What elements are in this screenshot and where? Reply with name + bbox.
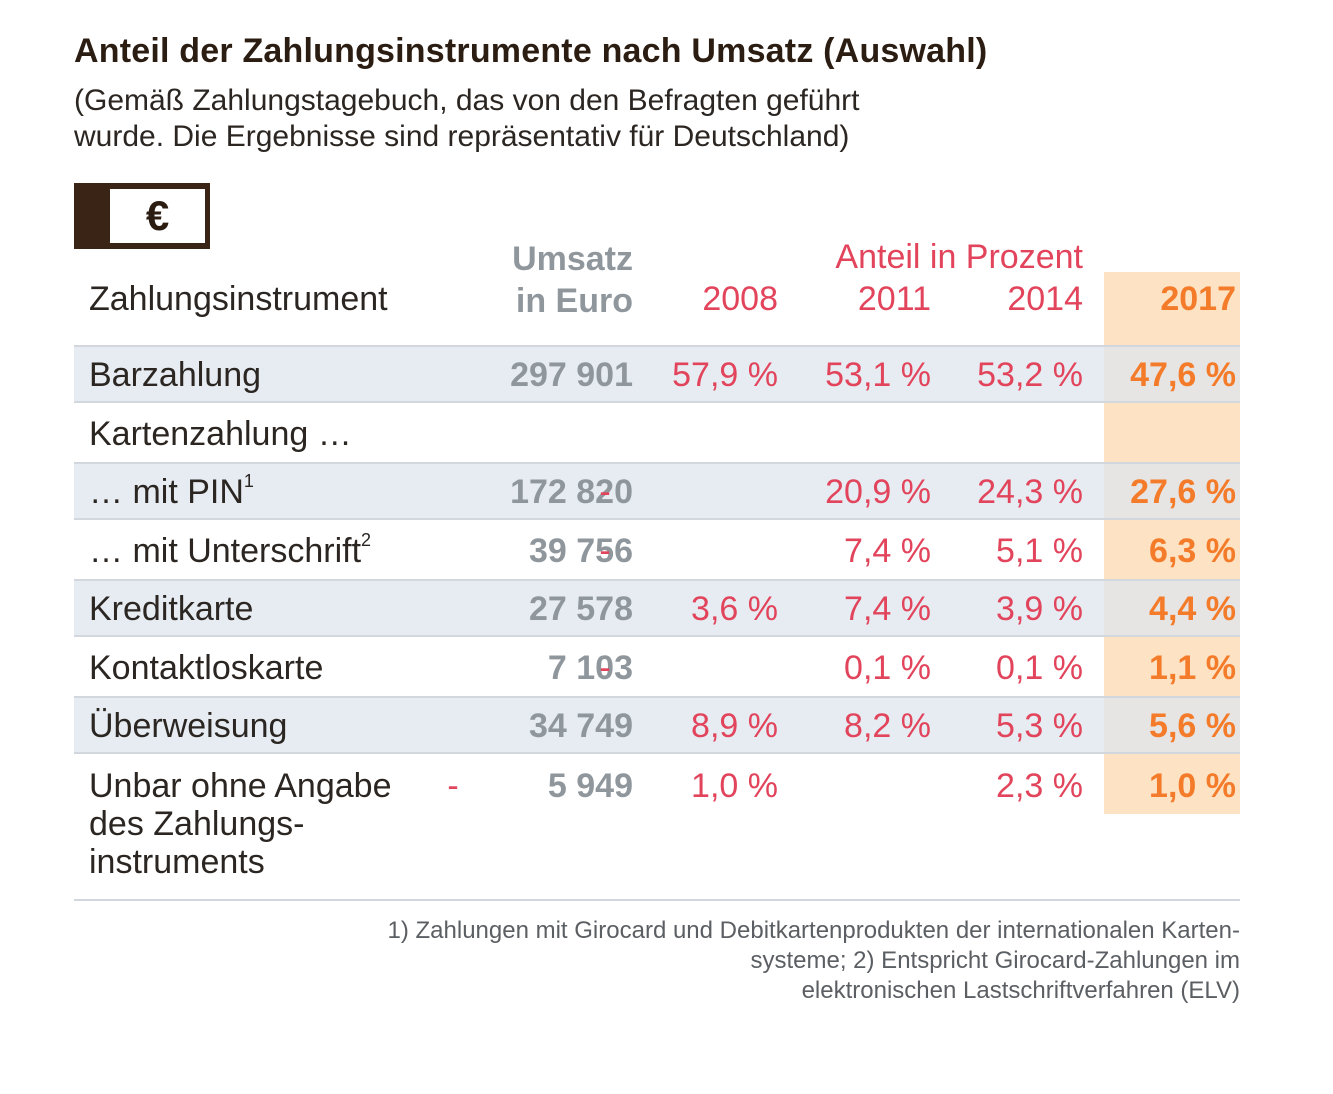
footnote-marker: 2: [361, 530, 372, 550]
cell-umsatz: 297 901: [510, 356, 633, 394]
table-bottom-rule: [74, 899, 1240, 901]
cell-share-2014: 5,1 %: [996, 532, 1083, 570]
cell-share-2011: 8,2 %: [844, 707, 931, 745]
row-label-kreditkarte: Kreditkarte: [89, 590, 254, 628]
cell-share-2008: 57,9 %: [672, 356, 778, 394]
footnote-marker: 1: [243, 471, 254, 491]
cell-umsatz: 34 749: [529, 707, 633, 745]
subtitle-line-2: wurde. Die Ergebnisse sind repräsentativ…: [74, 120, 850, 153]
cell-share-2017: 1,1 %: [1149, 649, 1236, 687]
header-share-group: Anteil in Prozent: [835, 238, 1083, 276]
banknote-face: €: [110, 189, 205, 243]
row-label-kontaktloskarte: Kontaktloskarte: [89, 649, 324, 687]
header-year-2014: 2014: [1007, 280, 1083, 318]
footnote-line-3: elektronischen Lastschriftverfahren (ELV…: [801, 977, 1240, 1004]
cell-umsatz: 7 103: [547, 649, 633, 687]
cell-share-2014: 0,1 %: [996, 649, 1083, 687]
chart-subtitle: (Gemäß Zahlungstagebuch, das von den Bef…: [74, 83, 1114, 155]
row-label-ueberweisung: Überweisung: [89, 707, 288, 745]
cell-share-2014: 5,3 %: [996, 707, 1083, 745]
header-umsatz: Umsatz in Euro: [512, 238, 633, 322]
chart-title: Anteil der Zahlungsinstrumente nach Umsa…: [74, 32, 988, 70]
cell-share-2011: 20,9 %: [825, 473, 931, 511]
euro-icon: €: [145, 192, 170, 239]
cell-share-2011: 0,1 %: [844, 649, 931, 687]
footnote: 1) Zahlungen mit Girocard und Debitkarte…: [60, 916, 1241, 1006]
row-band-pin: [74, 462, 1240, 520]
cell-share-2017: 4,4 %: [1149, 590, 1236, 628]
row-band-barzahlung: [74, 345, 1240, 403]
row-label-unterschrift: … mit Unterschrift2: [89, 531, 371, 571]
cell-share-2017: 1,0 %: [1149, 767, 1236, 805]
cell-share-2014: 3,9 %: [996, 590, 1083, 628]
cell-share-2011: 7,4 %: [844, 532, 931, 570]
row-label-text: … mit PIN: [89, 473, 244, 511]
row-band-kreditkarte: [74, 579, 1240, 637]
row-label-line-3: instruments: [89, 843, 265, 881]
cell-share-2011: 53,1 %: [825, 356, 931, 394]
cell-share-2011: 7,4 %: [844, 590, 931, 628]
cell-share-2014: 2,3 %: [996, 767, 1083, 805]
cell-share-2017: 47,6 %: [1130, 356, 1236, 394]
cell-share-2008: 1,0 %: [691, 767, 778, 805]
cell-share-2008: -: [599, 649, 611, 687]
cell-share-2014: 53,2 %: [977, 356, 1083, 394]
euro-banknote-icon: €: [74, 183, 210, 249]
cell-share-2008: -: [599, 532, 611, 570]
cell-share-2008: -: [599, 473, 611, 511]
row-label-unbar: Unbar ohne Angabe des Zahlungs- instrume…: [89, 766, 391, 882]
cell-share-2011: -: [447, 767, 459, 805]
row-label-barzahlung: Barzahlung: [89, 356, 262, 394]
subtitle-line-1: (Gemäß Zahlungstagebuch, das von den Bef…: [74, 84, 860, 117]
header-year-2008: 2008: [702, 280, 778, 318]
header-year-2017: 2017: [1160, 280, 1236, 318]
row-label-pin: … mit PIN1: [89, 472, 254, 512]
row-label-text: … mit Unterschrift: [89, 532, 362, 570]
row-label-line-2: des Zahlungs-: [89, 805, 305, 843]
cell-share-2017: 27,6 %: [1130, 473, 1236, 511]
header-instrument: Zahlungsinstrument: [89, 280, 388, 318]
cell-umsatz: 39 756: [529, 532, 633, 570]
row-label-kartenzahlung: Kartenzahlung …: [89, 415, 352, 453]
cell-share-2017: 5,6 %: [1149, 707, 1236, 745]
footnote-line-2: systeme; 2) Entspricht Girocard-Zahlunge…: [750, 947, 1240, 974]
row-label-line-1: Unbar ohne Angabe: [89, 767, 392, 805]
header-year-2011: 2011: [857, 280, 931, 318]
header-umsatz-line-2: in Euro: [515, 282, 633, 320]
cell-umsatz: 5 949: [547, 767, 633, 805]
cell-umsatz: 27 578: [529, 590, 633, 628]
row-band-ueberweisung: [74, 696, 1240, 754]
cell-share-2008: 3,6 %: [691, 590, 778, 628]
header-umsatz-line-1: Umsatz: [512, 240, 633, 278]
cell-share-2017: 6,3 %: [1149, 532, 1236, 570]
cell-umsatz: 172 820: [510, 473, 633, 511]
cell-share-2008: 8,9 %: [691, 707, 778, 745]
footnote-line-1: 1) Zahlungen mit Girocard und Debitkarte…: [387, 917, 1241, 944]
cell-share-2014: 24,3 %: [977, 473, 1083, 511]
